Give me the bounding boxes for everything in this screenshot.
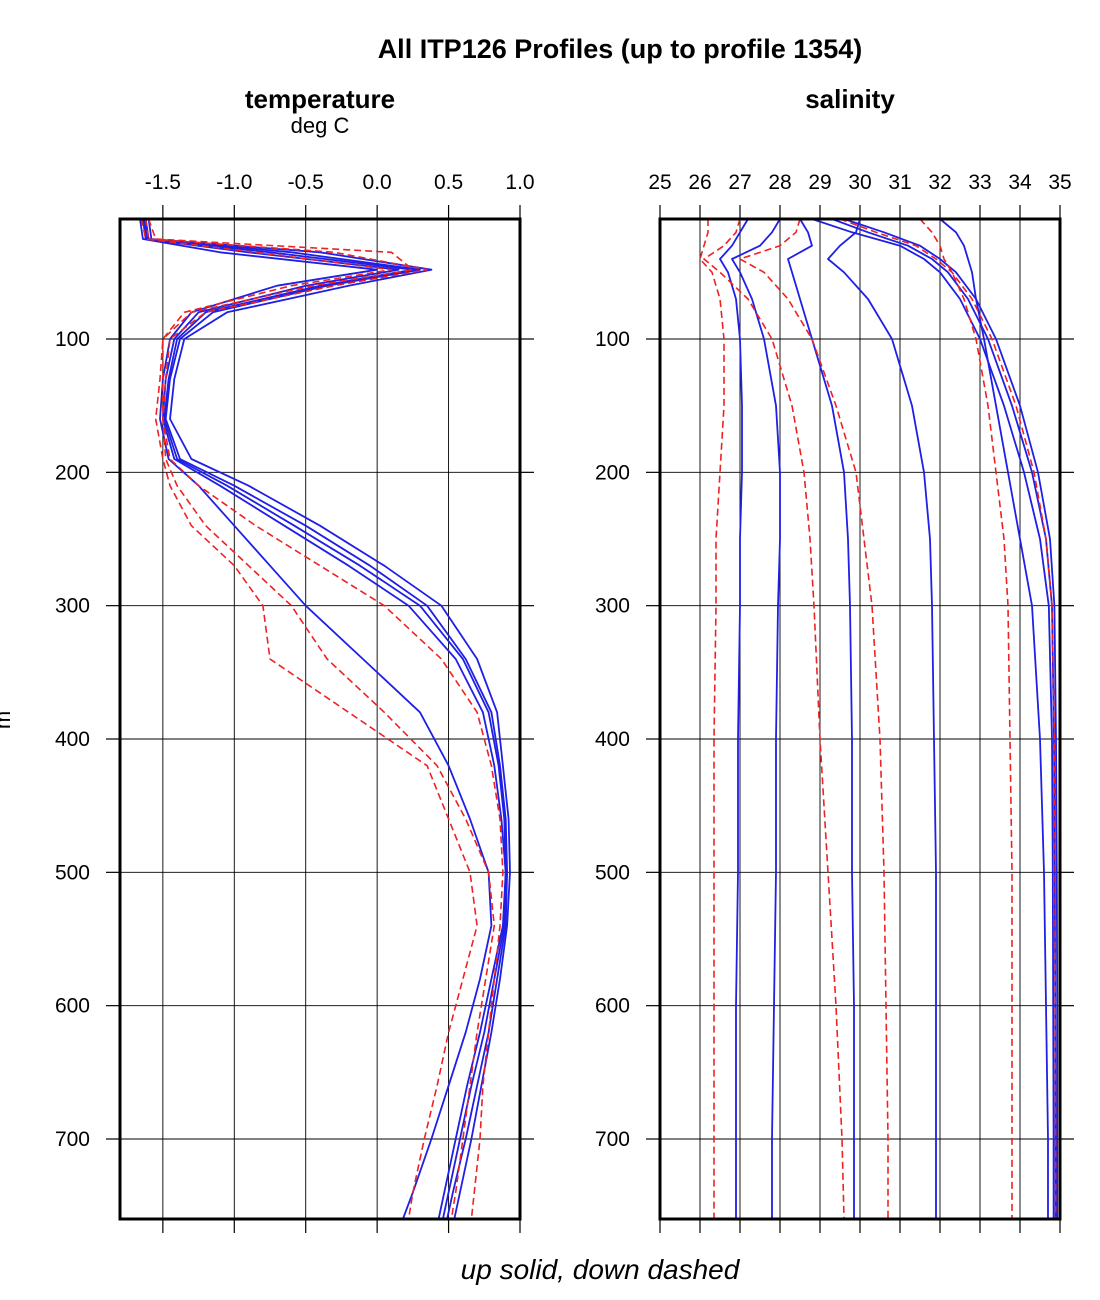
salinity-ytick-label-4: 500 (595, 861, 630, 884)
temperature-series (139, 218, 511, 1220)
salinity-ytick-label-1: 200 (595, 461, 630, 484)
temperature-ytick-label-3: 400 (55, 728, 90, 751)
temperature-xtick-label-0: -1.5 (145, 171, 181, 194)
temperature-ytick-label-6: 700 (55, 1128, 90, 1151)
temperature-grid (120, 219, 521, 1219)
temperature-ytick-label-5: 600 (55, 995, 90, 1018)
figure-title: All ITP126 Profiles (up to profile 1354) (378, 34, 863, 64)
salinity-up-profile-7 (719, 218, 749, 1219)
salinity-up-profile-2 (843, 218, 1059, 1219)
temperature-unit-label: deg C (291, 113, 350, 138)
temperature-down-profile-7 (140, 218, 478, 1220)
temperature-up-profile-2 (147, 218, 511, 1220)
salinity-ytick-label-3: 400 (595, 728, 630, 751)
salinity-xtick-label-0: 25 (648, 171, 671, 194)
salinity-up-profile-6 (827, 218, 937, 1219)
temperature-xtick-label-3: 0.0 (363, 171, 392, 194)
temperature-xtick-label-2: -0.5 (288, 171, 324, 194)
temperature-ytick-label-1: 200 (55, 461, 90, 484)
temperature-ytick-label-2: 300 (55, 595, 90, 618)
temperature-up-profile-1 (142, 218, 507, 1220)
salinity-xtick-label-10: 35 (1048, 171, 1071, 194)
salinity-xtick-label-1: 26 (688, 171, 711, 194)
salinity-xtick-label-6: 31 (888, 171, 911, 194)
salinity-xtick-label-8: 33 (968, 171, 991, 194)
temperature-xtick-label-4: 0.5 (434, 171, 463, 194)
salinity-up-profile-0 (831, 218, 1057, 1219)
salinity-xtick-label-9: 34 (1008, 171, 1032, 194)
salinity-xtick-label-5: 30 (848, 171, 871, 194)
salinity-down-profile-8 (699, 219, 725, 1219)
salinity-panel-title: salinity (805, 84, 895, 114)
salinity-xtick-label-3: 28 (768, 171, 791, 194)
salinity-down-profile-10 (839, 218, 1057, 1219)
salinity-xtick-label-2: 27 (728, 171, 751, 194)
temperature-up-profile-3 (139, 218, 493, 1220)
temperature-down-profile-5 (147, 218, 496, 1220)
salinity-xtick-label-4: 29 (808, 171, 831, 194)
depth-axis-label: m (0, 711, 15, 729)
temperature-panel: -1.5 -1.0 -0.5 0.0 0.5 1.0 100 200 300 400 500 600 7… (55, 171, 535, 1233)
temperature-panel-title: temperature (245, 84, 395, 114)
salinity-ytick-label-5: 600 (595, 995, 630, 1018)
salinity-up-profile-1 (811, 218, 1055, 1219)
salinity-up-profile-5 (731, 218, 781, 1219)
temperature-up-profile-0 (144, 218, 509, 1220)
temperature-up-profile-4 (143, 218, 507, 1220)
salinity-xtick-label-7: 32 (928, 171, 951, 194)
salinity-ytick-label-0: 100 (595, 328, 630, 351)
salinity-series (699, 218, 1059, 1220)
temperature-xtick-label-1: -1.0 (216, 171, 252, 194)
salinity-panel: 25 26 27 28 29 30 31 32 33 34 35 100 200 300 400 500 600… (595, 171, 1074, 1233)
temperature-xtick-label-5: 1.0 (505, 171, 534, 194)
salinity-axes: 25 26 27 28 29 30 31 32 33 34 35 100 200 300 400 500 600… (595, 171, 1074, 1233)
figure-caption: up solid, down dashed (461, 1254, 741, 1285)
salinity-grid (659, 219, 1061, 1219)
salinity-down-profile-12 (919, 218, 1013, 1219)
temperature-ytick-label-0: 100 (55, 328, 90, 351)
temperature-ytick-label-4: 500 (55, 861, 90, 884)
salinity-ytick-label-6: 700 (595, 1128, 630, 1151)
salinity-down-profile-11 (703, 218, 845, 1220)
salinity-ytick-label-2: 300 (595, 595, 630, 618)
temperature-frame (118, 217, 522, 1221)
salinity-up-profile-4 (787, 218, 855, 1219)
salinity-up-profile-3 (939, 218, 1049, 1219)
temperature-down-profile-6 (144, 218, 504, 1220)
salinity-down-profile-9 (739, 218, 889, 1219)
temperature-axes: -1.5 -1.0 -0.5 0.0 0.5 1.0 100 200 300 400 500 600 7… (55, 171, 535, 1233)
